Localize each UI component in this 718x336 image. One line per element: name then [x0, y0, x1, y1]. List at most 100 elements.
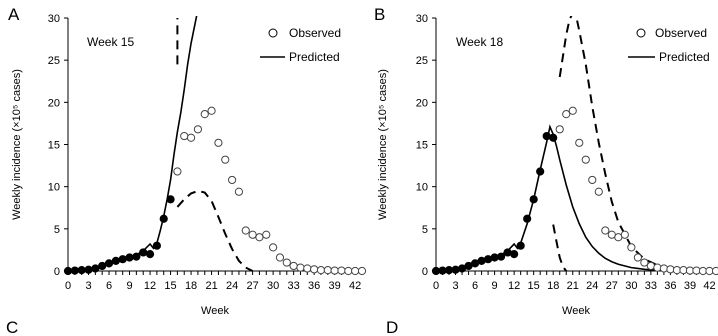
x-tick-label: 18 — [185, 280, 197, 292]
x-tick-label: 30 — [267, 280, 279, 292]
y-tick-label: 15 — [48, 140, 60, 152]
y-axis-title: Weekly incidence (×10⁵ cases) — [11, 69, 23, 220]
y-tick-label: 25 — [416, 55, 428, 67]
x-tick-label: 42 — [349, 280, 361, 292]
observed-point-filled — [549, 133, 558, 142]
week-annotation: Week 18 — [456, 35, 503, 49]
y-tick-label: 5 — [54, 224, 60, 236]
x-tick-label: 15 — [528, 280, 540, 292]
x-tick-label: 27 — [246, 280, 258, 292]
observed-point-open — [323, 266, 332, 275]
observed-point-open — [555, 125, 564, 134]
x-tick-label: 36 — [664, 280, 676, 292]
x-tick-label: 18 — [547, 280, 559, 292]
panel-letter-c: C — [6, 318, 18, 336]
observed-point-open — [588, 175, 597, 185]
y-tick-label: 10 — [416, 182, 428, 194]
lower-bound-line — [176, 189, 254, 272]
x-tick-label: 24 — [226, 280, 238, 292]
observed-point-open — [221, 155, 230, 164]
observed-point-open — [303, 264, 312, 273]
observed-point-open — [227, 175, 237, 185]
x-tick-label: 9 — [126, 280, 132, 292]
observed-point-filled — [516, 241, 525, 250]
x-tick-label: 39 — [684, 280, 696, 292]
y-tick-label: 20 — [48, 97, 60, 109]
observed-point-open — [269, 243, 278, 252]
observed-point-open — [200, 110, 209, 119]
observed-point-filled — [77, 266, 86, 275]
observed-point-open — [357, 266, 367, 276]
observed-point-filled — [451, 265, 460, 274]
y-tick-label: 0 — [422, 266, 428, 278]
observed-point-filled — [84, 265, 93, 274]
observed-point-open — [289, 261, 298, 271]
observed-point-open — [316, 266, 326, 275]
observed-point-filled — [70, 266, 79, 275]
observed-point-open — [255, 233, 264, 242]
observed-point-open — [207, 106, 216, 115]
observed-point-open — [627, 243, 636, 252]
observed-point-open — [282, 258, 291, 267]
observed-point-open — [310, 265, 319, 274]
x-tick-label: 3 — [452, 280, 458, 292]
legend-observed-marker — [268, 28, 278, 38]
observed-point-open — [620, 230, 629, 239]
x-tick-label: 3 — [85, 280, 91, 292]
x-tick-label: 6 — [106, 280, 112, 292]
legend-observed-label: Observed — [655, 26, 707, 40]
observed-point-filled — [104, 259, 114, 268]
observed-point-filled — [523, 214, 532, 223]
y-tick-label: 0 — [54, 266, 60, 278]
observed-point-open — [262, 230, 271, 239]
observed-point-open — [633, 253, 642, 262]
observed-point-filled — [152, 241, 161, 250]
observed-point-open — [330, 266, 339, 275]
x-tick-label: 42 — [703, 280, 715, 292]
observed-point-filled — [497, 252, 506, 261]
predicted-line — [436, 124, 716, 272]
x-tick-label: 24 — [586, 280, 598, 292]
x-tick-label: 21 — [205, 280, 217, 292]
x-tick-label: 6 — [472, 280, 478, 292]
observed-point-filled — [139, 248, 148, 257]
x-tick-label: 27 — [606, 280, 618, 292]
observed-point-open — [248, 230, 257, 239]
panel-letter-b: B — [374, 5, 385, 24]
x-tick-label: 0 — [433, 280, 439, 292]
observed-point-open — [180, 131, 189, 141]
y-tick-label: 30 — [416, 13, 428, 25]
observed-point-open — [344, 266, 353, 276]
legend-observed-marker — [636, 28, 646, 38]
legend-predicted-label: Predicted — [289, 50, 340, 64]
x-tick-label: 15 — [164, 280, 176, 292]
observed-point-filled — [63, 266, 73, 276]
x-axis-title: Week — [562, 305, 590, 317]
observed-point-open — [214, 138, 223, 147]
x-tick-label: 9 — [492, 280, 498, 292]
y-axis-title: Weekly incidence (×10⁵ cases) — [377, 69, 389, 220]
observed-point-open — [351, 266, 360, 276]
observed-point-open — [234, 187, 244, 196]
observed-point-open — [296, 263, 305, 272]
observed-point-filled — [145, 250, 155, 259]
panel-letter-a: A — [8, 5, 20, 24]
x-tick-label: 36 — [308, 280, 320, 292]
observed-point-open — [173, 167, 182, 176]
observed-point-filled — [166, 195, 175, 204]
lower-bound-line — [552, 224, 568, 272]
x-tick-label: 21 — [567, 280, 579, 292]
y-tick-label: 5 — [422, 224, 428, 236]
x-tick-label: 12 — [508, 280, 520, 292]
observed-point-filled — [132, 252, 141, 261]
observed-point-open — [337, 266, 346, 275]
x-tick-label: 39 — [329, 280, 341, 292]
observed-point-open — [275, 253, 285, 262]
week-annotation: Week 15 — [87, 35, 134, 49]
observed-point-open — [241, 226, 250, 235]
y-tick-label: 15 — [416, 140, 428, 152]
x-tick-label: 0 — [65, 280, 71, 292]
x-tick-label: 30 — [625, 280, 637, 292]
